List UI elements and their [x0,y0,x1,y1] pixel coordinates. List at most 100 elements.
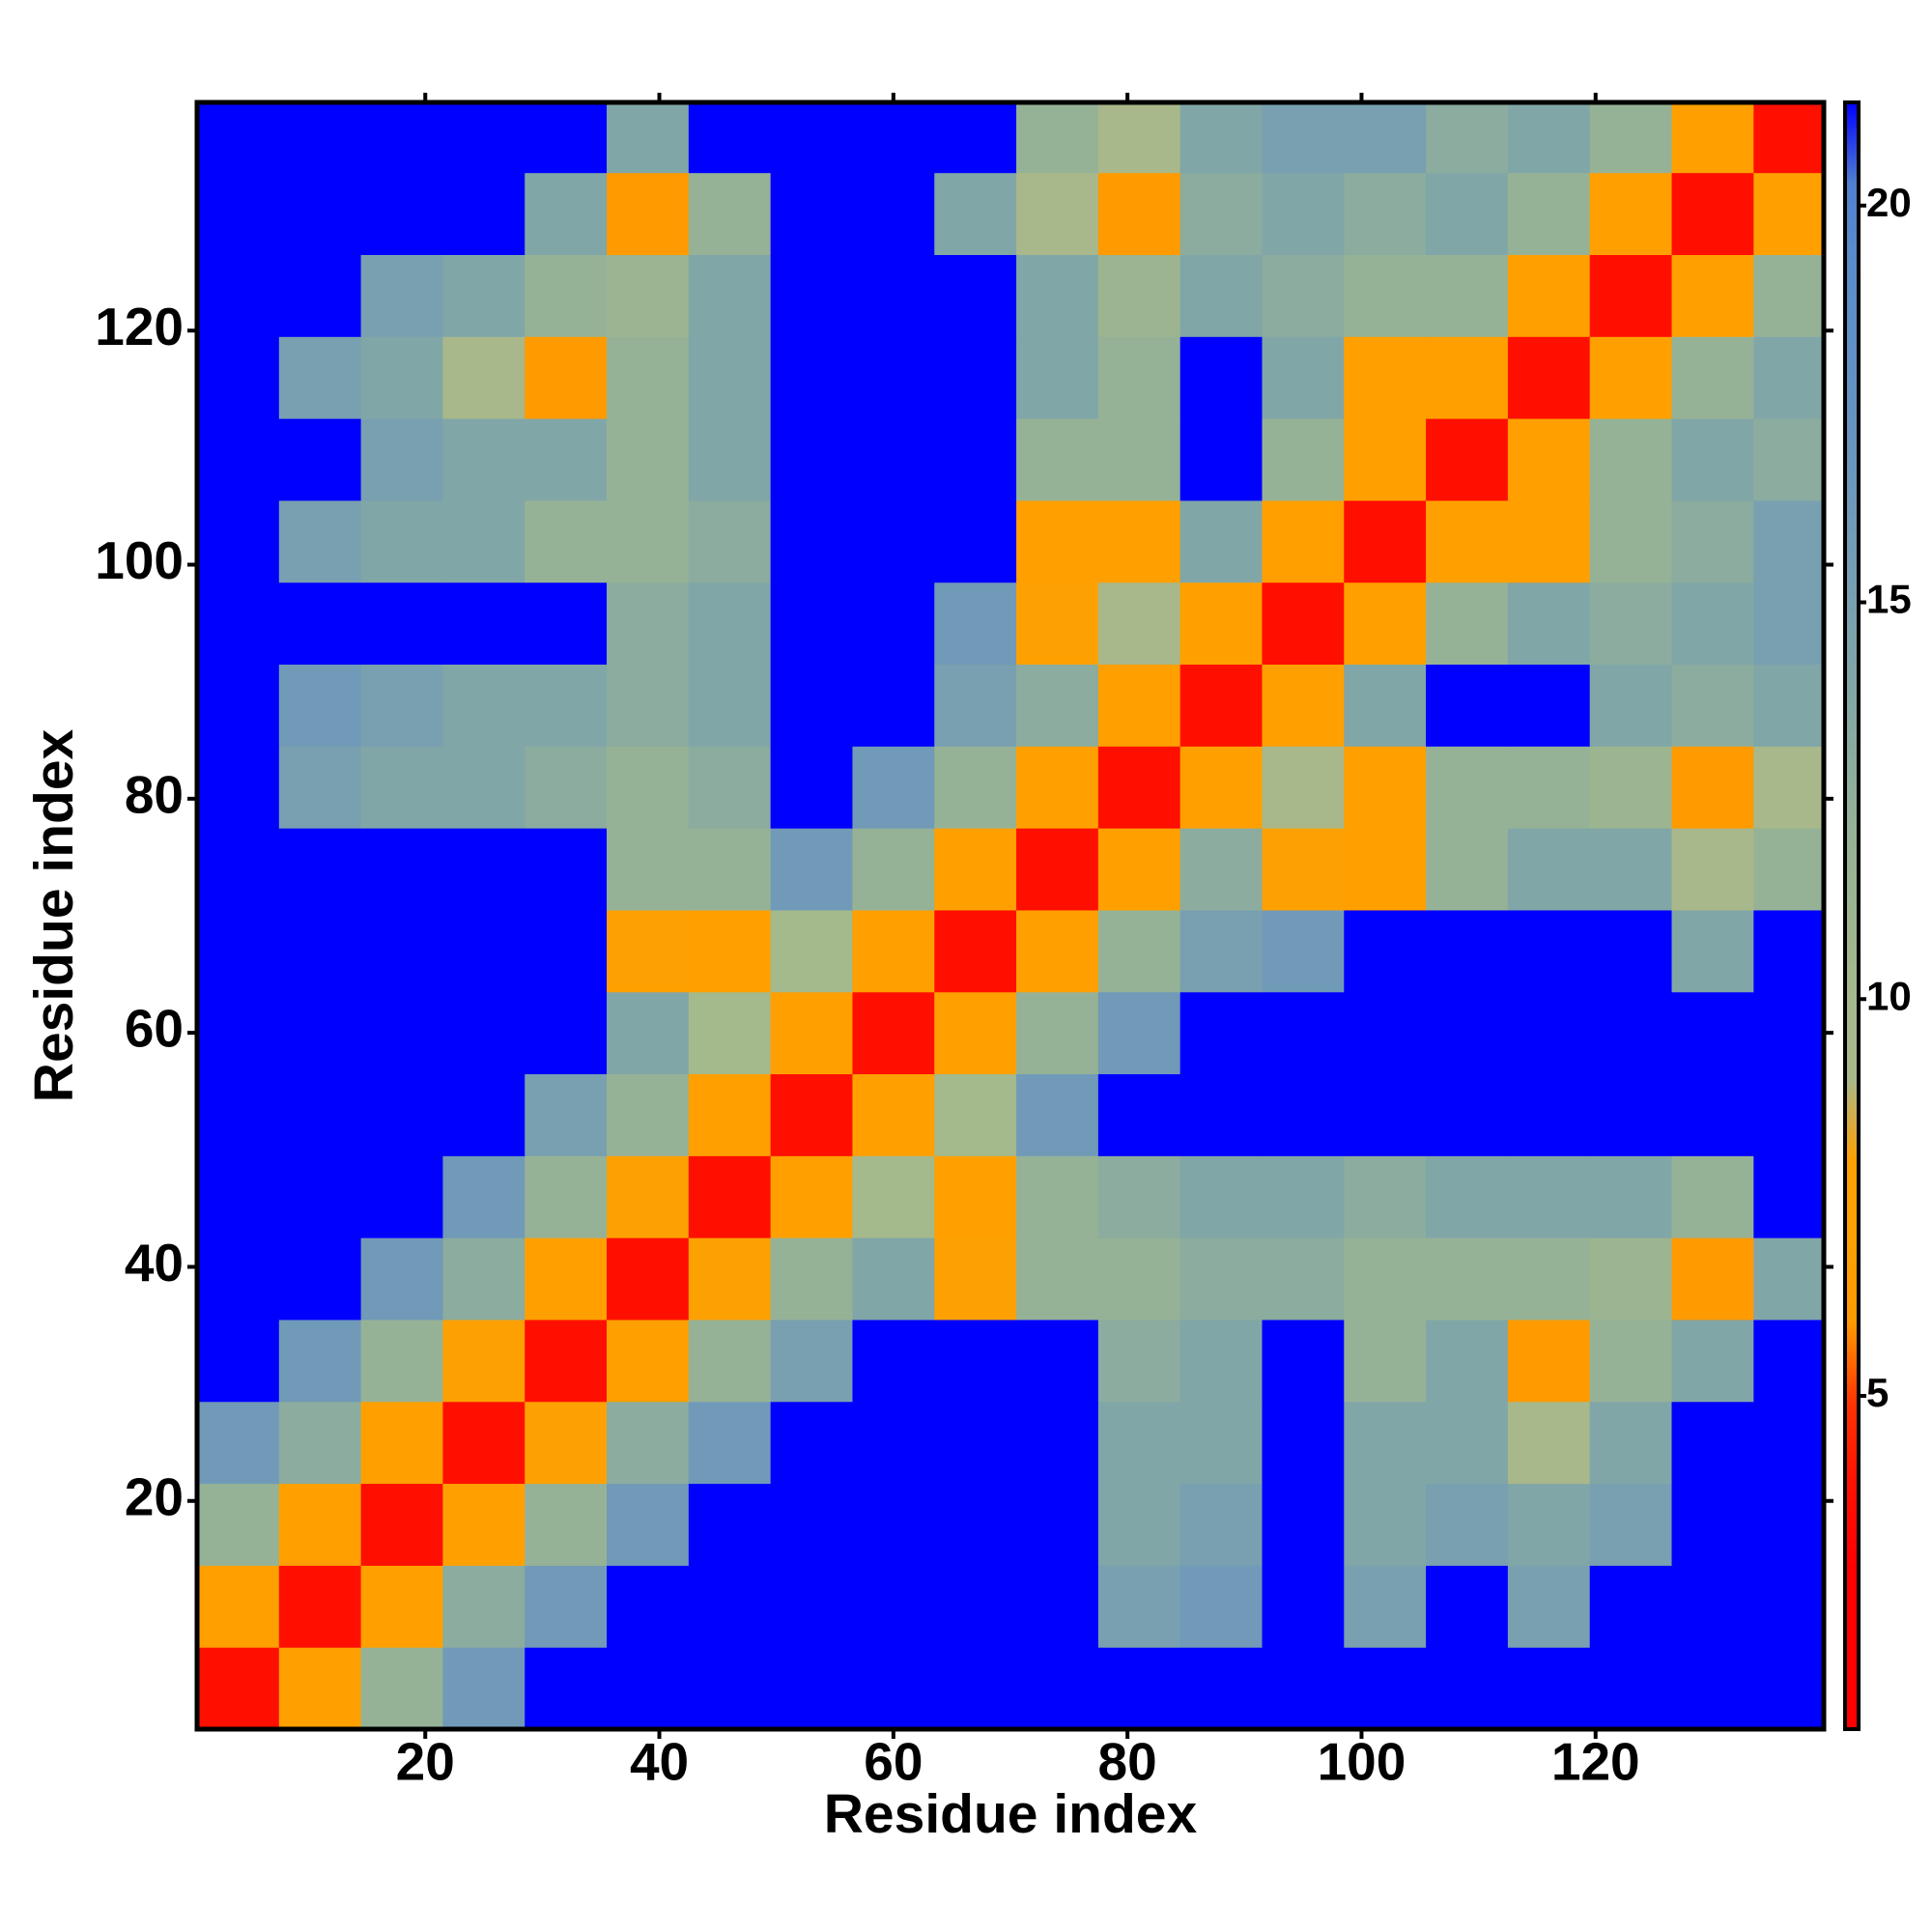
heatmap-cell [1426,172,1509,255]
heatmap-cell [525,1237,608,1321]
heatmap-cell [934,336,1017,419]
heatmap-cell [688,418,772,501]
heatmap-cell [688,991,772,1075]
heatmap-cell [1344,1647,1427,1730]
heatmap-cell [278,172,362,255]
heatmap-cell [442,664,526,747]
heatmap-cell [1016,1647,1099,1730]
heatmap-cell [852,1647,935,1730]
heatmap-cell [1179,1073,1263,1156]
heatmap-cell [1753,1401,1825,1485]
heatmap-cell [1097,746,1181,829]
heatmap-cell [1507,1565,1591,1648]
heatmap-cell [1262,1073,1345,1156]
heatmap-cell [1671,1319,1754,1403]
x-tick-label: 100 [1318,1732,1406,1792]
heatmap-cell [1262,1647,1345,1730]
heatmap-cell [1344,1155,1427,1238]
heatmap-cell [1344,418,1427,501]
heatmap-cell [1507,1319,1591,1403]
heatmap-cell [934,746,1017,829]
heatmap-cell [934,1237,1017,1321]
heatmap-cell [770,336,853,419]
heatmap-cell [278,1565,362,1648]
heatmap-cell [1671,1483,1754,1566]
heatmap-cell [852,664,935,747]
heatmap-cell [688,1565,772,1648]
heatmap-cell [1016,1565,1099,1648]
heatmap-cell [278,1319,362,1403]
heatmap-cell [1426,1565,1509,1648]
heatmap-cell [1097,418,1181,501]
y-tick-label: 60 [125,999,184,1059]
heatmap-cell [934,1647,1017,1730]
heatmap-cell [1753,909,1825,993]
heatmap-cell [278,1401,362,1485]
heatmap-cell [1426,664,1509,747]
heatmap-cell [360,499,443,583]
heatmap-cell [197,909,280,993]
heatmap-cell [1344,664,1427,747]
colorbar [1843,100,1861,1731]
heatmap-cell [1262,172,1345,255]
heatmap-cell [1344,336,1427,419]
heatmap-cell [197,746,280,829]
heatmap-cell [197,102,280,174]
heatmap-cell [852,1483,935,1566]
heatmap-cell [1426,1401,1509,1485]
x-tick-label: 40 [630,1732,689,1792]
heatmap-cell [770,582,853,666]
heatmap-cell [1589,991,1673,1075]
heatmap-cell [1016,1155,1099,1238]
heatmap-cell [1262,1319,1345,1403]
heatmap-cell [442,499,526,583]
x-tick-label: 60 [864,1732,923,1792]
heatmap-cell [1179,102,1263,174]
heatmap-cell [1753,172,1825,255]
heatmap-cell [688,1647,772,1730]
heatmap-cell [688,1155,772,1238]
colorbar-tick-label: 10 [1866,973,1912,1018]
heatmap-cell [525,991,608,1075]
heatmap-cell [1016,909,1099,993]
heatmap-cell [360,1155,443,1238]
heatmap-cell [197,991,280,1075]
heatmap-cell [1016,1073,1099,1156]
heatmap-cell [934,582,1017,666]
heatmap-cell [360,1073,443,1156]
heatmap-cell [1507,1647,1591,1730]
heatmap-cell [770,1401,853,1485]
heatmap-cell [442,336,526,419]
x-axis-title: Residue index [824,1783,1198,1845]
heatmap-cell [688,1073,772,1156]
heatmap-cell [1671,418,1754,501]
heatmap-cell [278,582,362,666]
heatmap-cell [688,582,772,666]
heatmap-cell [278,1155,362,1238]
heatmap-cell [1344,254,1427,337]
heatmap-cell [525,909,608,993]
heatmap-cell [1262,1155,1345,1238]
heatmap-cell [688,1483,772,1566]
heatmap-cell [1344,991,1427,1075]
heatmap-cell [1671,991,1754,1075]
heatmap-cell [1179,909,1263,993]
heatmap-cell [1179,172,1263,255]
heatmap-cell [278,909,362,993]
heatmap-cell [770,1073,853,1156]
heatmap-cell [1589,1483,1673,1566]
heatmap-cell [442,1483,526,1566]
heatmap-cell [1589,1155,1673,1238]
heatmap-cell [607,499,690,583]
heatmap-cell [1671,1401,1754,1485]
y-tick-label: 80 [125,764,184,824]
heatmap-cell [852,1155,935,1238]
heatmap-cell [1097,909,1181,993]
heatmap-cell [278,1237,362,1321]
heatmap-cell [1671,909,1754,993]
heatmap-cell [1097,1647,1181,1730]
heatmap-cell [852,909,935,993]
heatmap-cell [1097,1401,1181,1485]
